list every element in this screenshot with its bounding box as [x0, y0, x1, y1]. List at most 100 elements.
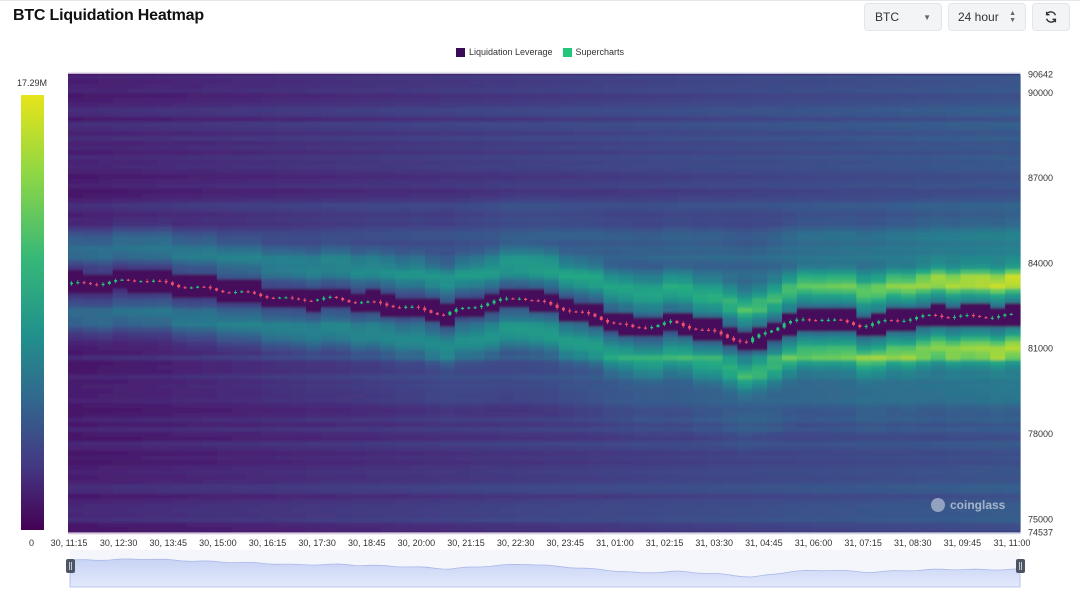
heatmap-cell: [261, 288, 277, 295]
heatmap-cell: [677, 217, 694, 223]
heatmap-cell: [677, 417, 694, 423]
heatmap-cell: [752, 326, 768, 333]
heatmap-cell: [216, 102, 233, 108]
heatmap-cell: [157, 255, 173, 261]
refresh-button[interactable]: [1032, 3, 1070, 31]
heatmap-cell: [514, 250, 530, 256]
heatmap-cell: [142, 188, 158, 194]
heatmap-cell: [573, 207, 590, 213]
heatmap-cell: [960, 412, 976, 419]
heatmap-cell: [930, 379, 947, 385]
heatmap-cell: [97, 379, 114, 385]
heatmap-cell: [856, 336, 872, 342]
heatmap-cell: [499, 97, 515, 104]
heatmap-cell: [514, 307, 530, 314]
heatmap-cell: [811, 379, 828, 385]
heatmap-cell: [201, 365, 218, 371]
heatmap-cell: [871, 116, 887, 123]
heatmap-cell: [112, 255, 129, 261]
heatmap-cell: [425, 417, 441, 423]
heatmap-cell: [484, 240, 500, 247]
heatmap-cell: [767, 159, 783, 166]
heatmap-cell: [187, 388, 203, 395]
heatmap-cell: [484, 217, 500, 223]
heatmap-cell: [439, 422, 456, 428]
heatmap-cell: [648, 350, 664, 357]
heatmap-cell: [68, 159, 84, 166]
heatmap-cell: [841, 388, 857, 395]
heatmap-cell: [945, 317, 962, 323]
heatmap-cell: [648, 183, 664, 190]
heatmap-cell: [826, 350, 843, 357]
heatmap-cell: [618, 422, 634, 428]
heatmap-cell: [603, 188, 619, 194]
heatmap-cell: [246, 403, 262, 409]
legend-item-supercharts[interactable]: Supercharts: [562, 47, 624, 57]
heatmap-cell: [915, 212, 932, 218]
heatmap-cell: [826, 183, 843, 190]
heatmap-cell: [187, 245, 203, 252]
heatmap-cell: [454, 174, 471, 180]
heatmap-cell: [306, 374, 322, 380]
heatmap-cell: [395, 436, 411, 442]
heatmap-cell: [499, 217, 515, 223]
heatmap-cell: [157, 116, 173, 123]
heatmap-cell: [335, 93, 352, 99]
heatmap-cell: [915, 350, 932, 357]
heatmap-cell: [335, 198, 352, 204]
heatmap-cell: [82, 245, 99, 252]
time-range-select[interactable]: 24 hour ▲ ▼: [948, 3, 1026, 31]
heatmap-cell: [142, 231, 158, 237]
heatmap-cell: [142, 422, 158, 428]
heatmap-cell: [246, 283, 262, 290]
heatmap-cell: [529, 436, 545, 442]
coin-select[interactable]: BTC ▼: [864, 3, 942, 31]
heatmap-cell: [410, 269, 426, 275]
heatmap-cell: [514, 78, 530, 85]
heatmap-cell: [439, 83, 456, 89]
heatmap-cell: [558, 183, 575, 190]
heatmap-cell: [945, 164, 962, 171]
heatmap-cell: [856, 303, 872, 309]
heatmap-cell: [261, 174, 277, 180]
heatmap-cell: [82, 116, 99, 123]
heatmap-cell: [1005, 303, 1021, 309]
legend-item-liquidation-leverage[interactable]: Liquidation Leverage: [455, 47, 553, 57]
heatmap-cell: [425, 360, 441, 366]
heatmap-cell: [142, 107, 158, 113]
heatmap-cell: [945, 322, 962, 328]
heatmap-cell: [960, 264, 976, 271]
heatmap-cell: [871, 193, 887, 199]
heatmap-cell: [782, 207, 798, 213]
heatmap-cell: [261, 202, 277, 209]
heatmap-cell: [395, 427, 411, 433]
heatmap-cell: [558, 331, 575, 337]
heatmap-cell: [201, 159, 218, 166]
heatmap-cell: [216, 193, 233, 199]
heatmap-cell: [529, 231, 545, 237]
heatmap-cell: [172, 317, 188, 323]
heatmap-cell: [112, 407, 129, 414]
heatmap-cell: [915, 107, 932, 113]
heatmap-cell: [603, 407, 619, 414]
heatmap-cell: [246, 326, 262, 333]
heatmap-cell: [544, 317, 560, 323]
heatmap-cell: [573, 307, 590, 314]
heatmap-cell: [796, 193, 813, 199]
heatmap-cell: [811, 131, 828, 137]
heatmap-cell: [603, 193, 619, 199]
heatmap-cell: [648, 331, 664, 337]
heatmap-cell: [112, 221, 129, 228]
heatmap-cell: [306, 236, 322, 242]
heatmap-cell: [97, 436, 114, 442]
heatmap-cell: [112, 174, 129, 180]
heatmap-cell: [767, 341, 783, 347]
heatmap-cell: [201, 403, 218, 409]
heatmap-cell: [246, 93, 262, 99]
heatmap-cell: [291, 441, 307, 447]
heatmap-cell: [216, 159, 233, 166]
heatmap-cell: [677, 283, 694, 290]
heatmap-cell: [677, 245, 694, 252]
heatmap-cell: [886, 155, 902, 161]
